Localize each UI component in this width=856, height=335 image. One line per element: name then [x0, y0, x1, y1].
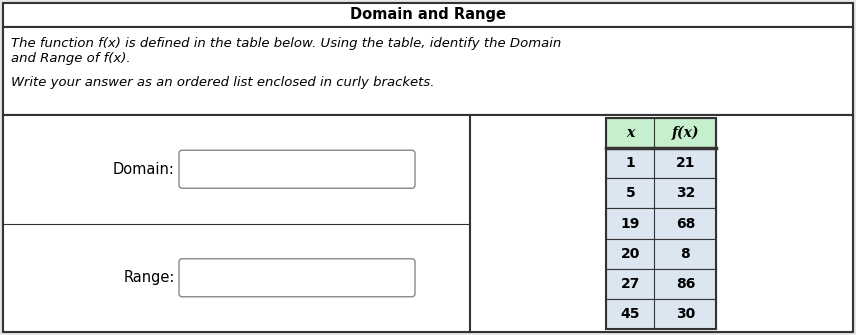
Text: Domain:: Domain: [113, 162, 175, 177]
Bar [607, 178, 716, 208]
Text: Range:: Range: [123, 270, 175, 285]
Bar [607, 118, 716, 148]
Text: and Range of f(x).: and Range of f(x). [11, 52, 131, 65]
Text: 86: 86 [676, 277, 695, 291]
Text: 5: 5 [626, 186, 635, 200]
Text: 1: 1 [626, 156, 635, 170]
Text: 8: 8 [681, 247, 691, 261]
Text: x: x [627, 126, 634, 140]
Bar [607, 269, 716, 299]
FancyBboxPatch shape [179, 259, 415, 297]
Text: Domain and Range: Domain and Range [350, 7, 506, 22]
Bar [607, 118, 716, 329]
Text: 21: 21 [675, 156, 695, 170]
FancyBboxPatch shape [179, 150, 415, 188]
Text: Write your answer as an ordered list enclosed in curly brackets.: Write your answer as an ordered list enc… [11, 76, 435, 89]
Text: The function f(x) is defined in the table below. Using the table, identify the D: The function f(x) is defined in the tabl… [11, 37, 562, 50]
Text: 45: 45 [621, 307, 640, 321]
Text: 19: 19 [621, 216, 640, 230]
Bar [607, 208, 716, 239]
Bar [607, 299, 716, 329]
Bar [3, 27, 853, 115]
Text: f(x): f(x) [672, 126, 699, 140]
Bar [607, 239, 716, 269]
Text: 20: 20 [621, 247, 640, 261]
Bar [607, 148, 716, 178]
Text: 32: 32 [676, 186, 695, 200]
Text: 68: 68 [676, 216, 695, 230]
Bar [3, 3, 853, 27]
Text: 30: 30 [676, 307, 695, 321]
Bar [3, 115, 853, 332]
Text: 27: 27 [621, 277, 640, 291]
